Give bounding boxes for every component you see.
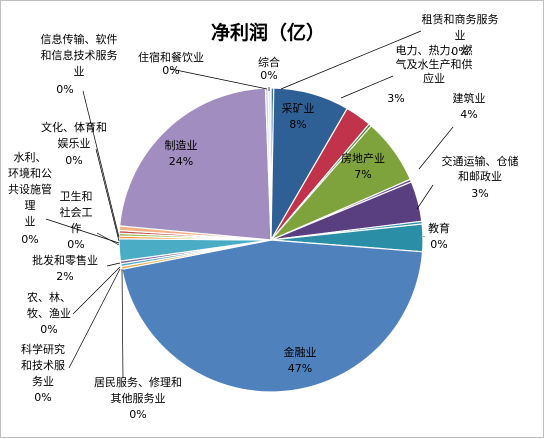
slice-category-label: 农、林、 <box>27 290 71 304</box>
slice-percent-label: 0% <box>451 45 468 58</box>
leader-line <box>72 266 121 315</box>
pie-slice-18 <box>119 87 272 241</box>
slice-percent-label: 47% <box>288 362 312 375</box>
slice-category-label: 业 <box>25 215 36 228</box>
slice-percent-label: 3% <box>471 187 488 200</box>
leader-line <box>340 75 394 99</box>
slice-percent-label: 2% <box>56 270 73 283</box>
slice-category-label: 综合 <box>258 55 280 69</box>
slice-category-label: 文化、体育和 <box>41 120 107 134</box>
pie-slice-9 <box>121 239 424 393</box>
slice-category-label: 和技术服 <box>21 359 65 372</box>
slice-category-label: 租赁和商务服务 <box>422 12 499 26</box>
slice-category-label: 其他服务业 <box>111 392 166 405</box>
slice-percent-label: 0% <box>65 154 82 167</box>
slice-category-label: 牧、渔业 <box>27 306 71 320</box>
leader-line <box>170 68 268 90</box>
slice-category-label: 和信息技术服务 <box>41 48 118 62</box>
slice-category-label: 居民服务、修理和 <box>94 375 182 389</box>
leader-line <box>280 30 422 90</box>
leader-line <box>121 268 124 379</box>
slice-percent-label: 8% <box>289 118 306 131</box>
slice-percent-label: 0% <box>34 391 51 404</box>
slice-category-label: 科学研究 <box>21 342 65 356</box>
slice-category-label: 交通运输、仓储 <box>442 154 519 168</box>
slice-category-label: 建筑业 <box>453 91 486 105</box>
leader-line <box>106 262 121 267</box>
leader-line <box>45 218 120 244</box>
slice-percent-label: 0% <box>67 238 84 251</box>
slice-category-label: 社会工 <box>60 205 93 219</box>
slice-category-label: 作 <box>71 222 82 235</box>
slice-category-label: 水利、 <box>14 151 47 164</box>
slice-percent-label: 24% <box>169 155 193 168</box>
slice-category-label: 住宿和餐饮业 <box>138 50 204 64</box>
slice-category-label: 共设施管 <box>8 182 52 196</box>
slice-category-label: 气及水生产和供 <box>396 57 473 71</box>
leader-line <box>82 90 120 238</box>
slice-category-label: 卫生和 <box>60 189 93 203</box>
slice-category-label: 制造业 <box>165 138 198 152</box>
slice-percent-label: 3% <box>387 92 404 105</box>
leader-line <box>418 126 454 170</box>
slice-percent-label: 0% <box>56 83 73 96</box>
slice-percent-label: 0% <box>260 69 277 82</box>
slice-category-label: 务业 <box>32 375 54 388</box>
slice-percent-label: 0% <box>40 323 57 336</box>
chart-title: 净利润（亿） <box>211 21 325 44</box>
slice-category-label: 娱乐业 <box>58 136 91 150</box>
slice-percent-label: 7% <box>354 168 371 181</box>
leader-line <box>95 148 120 242</box>
slice-percent-label: 0% <box>430 238 447 251</box>
slice-percent-label: 4% <box>460 108 477 121</box>
slice-category-label: 金融业 <box>284 345 317 359</box>
slice-category-label: 电力、热力、燃 <box>396 43 473 57</box>
slice-category-label: 理 <box>25 199 36 212</box>
slice-category-label: 教育 <box>428 221 450 235</box>
slice-category-label: 采矿业 <box>282 102 315 115</box>
slice-category-label: 信息传输、软件 <box>41 32 118 46</box>
slice-category-label: 和邮政业 <box>458 169 502 183</box>
slice-percent-label: 0% <box>129 408 146 421</box>
slice-percent-label: 0% <box>21 233 38 246</box>
leader-line <box>68 268 121 369</box>
slice-percent-label: 0% <box>162 64 179 77</box>
leader-line <box>416 184 434 210</box>
leader-line <box>96 232 120 246</box>
slice-category-label: 环境和公 <box>8 166 52 180</box>
slice-category-label: 房地产业 <box>341 151 385 165</box>
slice-category-label: 批发和零售业 <box>32 253 98 267</box>
slice-category-label: 业 <box>74 65 85 78</box>
slice-category-label: 应业 <box>423 71 445 85</box>
pie-slice-20 <box>267 87 272 241</box>
slice-category-label: 业 <box>455 29 466 42</box>
